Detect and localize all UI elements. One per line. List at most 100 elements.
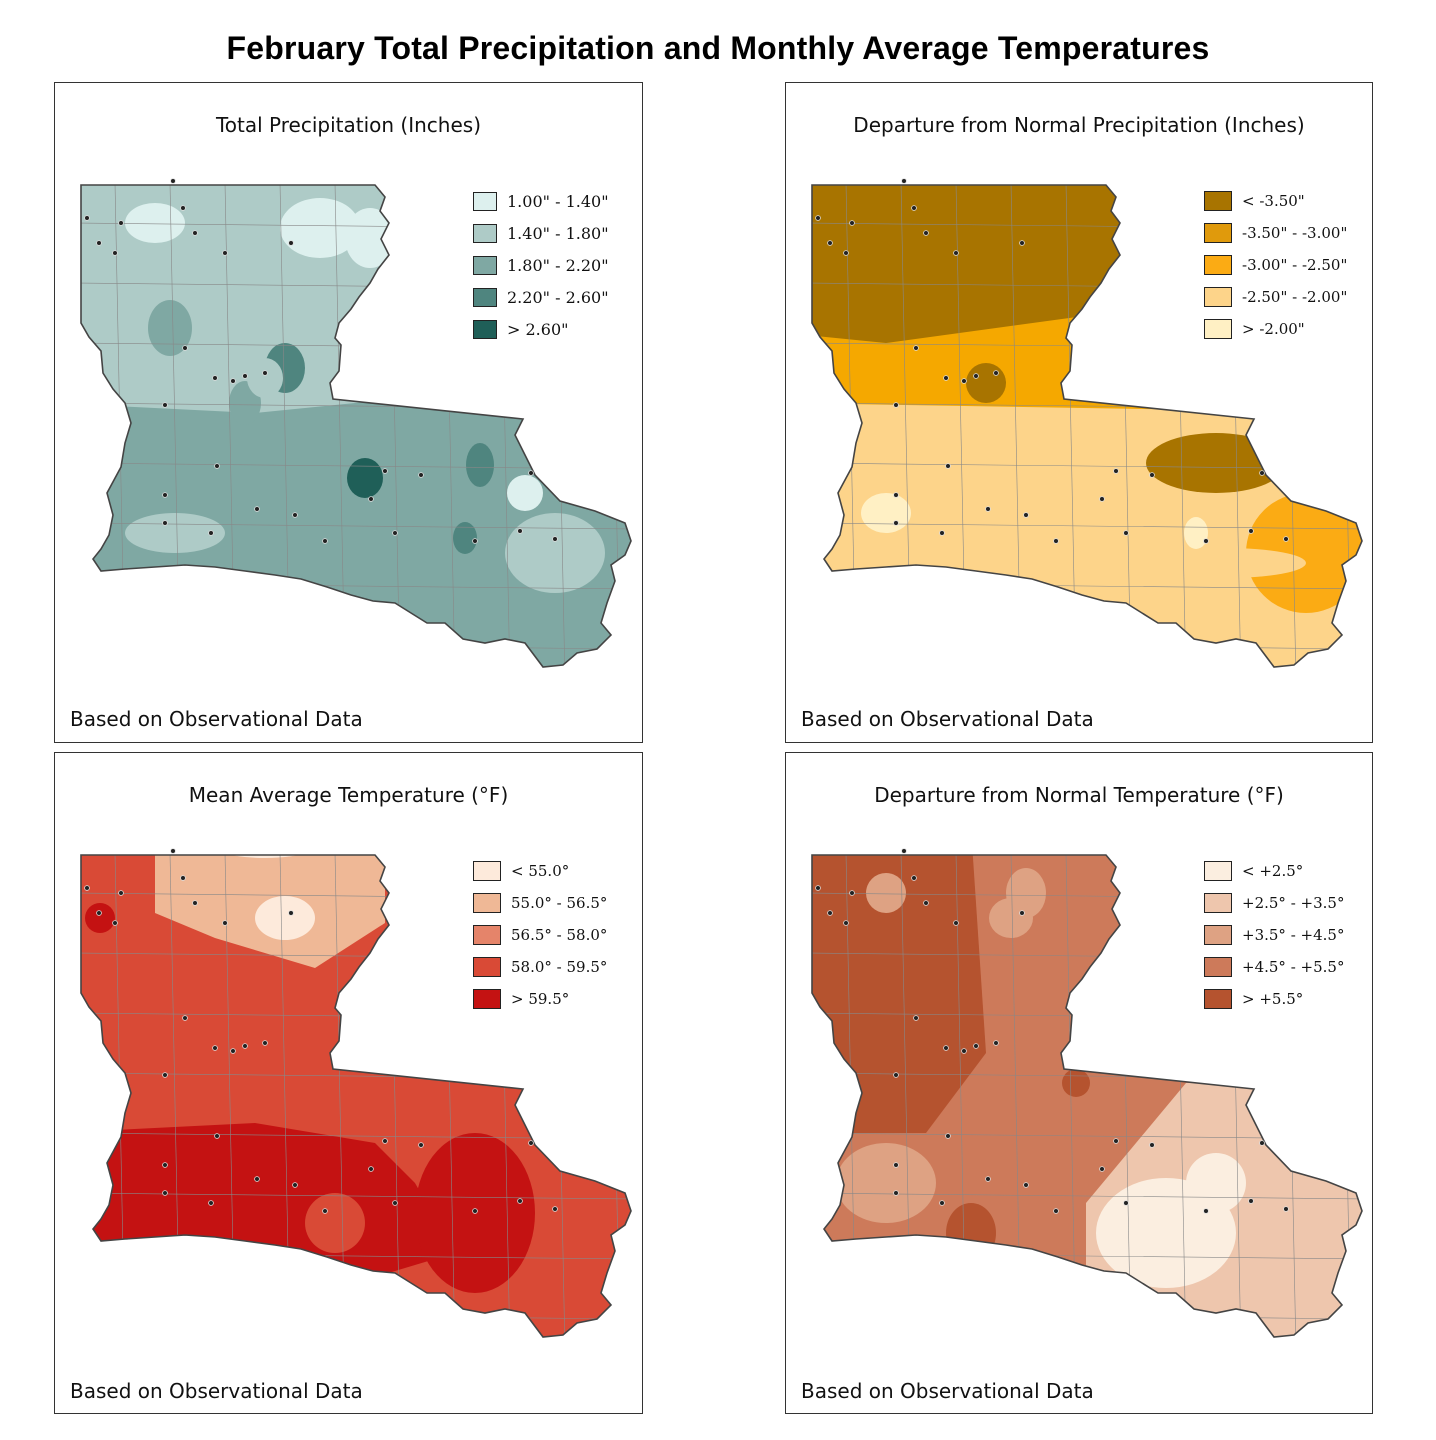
station-marker bbox=[1283, 1206, 1289, 1212]
contour-zone bbox=[125, 203, 185, 243]
contour-zone bbox=[255, 896, 315, 940]
panel-title: Mean Average Temperature (°F) bbox=[188, 783, 509, 807]
station-marker bbox=[1023, 1182, 1029, 1188]
station-marker bbox=[893, 402, 899, 408]
legend-label: 56.5° - 58.0° bbox=[511, 926, 608, 944]
station-marker bbox=[382, 468, 388, 474]
station-marker bbox=[528, 470, 534, 476]
station-marker bbox=[214, 463, 220, 469]
station-marker bbox=[973, 373, 979, 379]
station-marker bbox=[893, 1190, 899, 1196]
station-marker bbox=[322, 538, 328, 544]
station-marker bbox=[112, 250, 118, 256]
contour-zone bbox=[1186, 1153, 1246, 1213]
legend-item: > 59.5° bbox=[473, 983, 607, 1015]
legend-swatch bbox=[1204, 287, 1232, 307]
panel-mean-temperature: Mean Average Temperature (°F) < 55.0° 55… bbox=[54, 752, 643, 1414]
panel-footer: Based on Observational Data bbox=[801, 707, 1094, 731]
station-marker bbox=[953, 250, 959, 256]
legend-label: > +5.5° bbox=[1242, 990, 1304, 1008]
station-marker bbox=[985, 1176, 991, 1182]
station-marker bbox=[961, 1048, 967, 1054]
station-marker bbox=[1123, 530, 1129, 536]
legend-label: < 55.0° bbox=[511, 862, 570, 880]
station-marker bbox=[288, 240, 294, 246]
station-marker bbox=[911, 875, 917, 881]
legend-label: 58.0° - 59.5° bbox=[511, 958, 608, 976]
legend-item: < +2.5° bbox=[1204, 855, 1344, 887]
station-marker bbox=[1023, 512, 1029, 518]
station-marker bbox=[288, 910, 294, 916]
legend-swatch bbox=[473, 223, 497, 243]
panel-footer: Based on Observational Data bbox=[70, 1379, 363, 1403]
legend-swatch bbox=[473, 319, 497, 339]
station-marker bbox=[993, 370, 999, 376]
legend-swatch bbox=[1204, 893, 1232, 913]
parish-boundary bbox=[81, 1192, 631, 1200]
louisiana-precipitation-departure-map bbox=[811, 178, 1363, 668]
legend-item: -3.50" - -3.00" bbox=[1204, 217, 1347, 249]
contour-zone bbox=[1146, 548, 1306, 578]
station-marker bbox=[1248, 528, 1254, 534]
louisiana-precipitation-map bbox=[80, 178, 632, 668]
station-marker bbox=[242, 373, 248, 379]
station-marker bbox=[162, 492, 168, 498]
station-marker bbox=[230, 378, 236, 384]
station-marker bbox=[945, 463, 951, 469]
parish-boundary bbox=[812, 522, 1362, 530]
legend-label: 1.80" - 2.20" bbox=[507, 255, 609, 275]
legend-item: +4.5° - +5.5° bbox=[1204, 951, 1344, 983]
legend-item: +3.5° - +4.5° bbox=[1204, 919, 1344, 951]
station-marker bbox=[893, 1072, 899, 1078]
station-marker bbox=[292, 1182, 298, 1188]
legend-swatch bbox=[1204, 925, 1232, 945]
contour-zone bbox=[1146, 433, 1286, 493]
station-marker bbox=[392, 1200, 398, 1206]
station-marker bbox=[943, 375, 949, 381]
station-marker bbox=[1113, 468, 1119, 474]
station-marker bbox=[162, 1162, 168, 1168]
station-marker bbox=[827, 910, 833, 916]
legend-swatch bbox=[1204, 319, 1232, 339]
legend-swatch bbox=[1204, 989, 1232, 1009]
station-marker bbox=[162, 1190, 168, 1196]
legend-label: -3.50" - -3.00" bbox=[1242, 224, 1348, 242]
station-marker bbox=[112, 920, 118, 926]
contour-zone bbox=[453, 522, 477, 554]
legend-label: 2.20" - 2.60" bbox=[507, 287, 609, 307]
legend-item: 1.00" - 1.40" bbox=[473, 185, 609, 217]
louisiana-temperature-departure-map bbox=[811, 848, 1363, 1338]
station-marker bbox=[911, 205, 917, 211]
state-outline bbox=[811, 854, 1363, 1338]
legend-swatch bbox=[473, 191, 497, 211]
contour-zone bbox=[866, 873, 906, 913]
legend-label: < -3.50" bbox=[1242, 192, 1305, 210]
station-marker bbox=[182, 345, 188, 351]
legend-item: 55.0° - 56.5° bbox=[473, 887, 607, 919]
contour-zone bbox=[1246, 493, 1362, 613]
station-marker bbox=[162, 402, 168, 408]
contour-zone bbox=[1184, 517, 1208, 549]
station-marker bbox=[1053, 538, 1059, 544]
legend-swatch bbox=[473, 989, 501, 1009]
station-marker bbox=[1149, 472, 1155, 478]
contour-zone bbox=[280, 198, 360, 258]
station-marker bbox=[1149, 1142, 1155, 1148]
station-marker bbox=[893, 492, 899, 498]
station-marker bbox=[1099, 496, 1105, 502]
station-marker bbox=[382, 1138, 388, 1144]
station-marker bbox=[517, 1198, 523, 1204]
contour-zone bbox=[466, 443, 494, 487]
contour-zone bbox=[966, 363, 1006, 403]
station-marker bbox=[901, 178, 907, 184]
legend: < -3.50" -3.50" - -3.00" -3.00" - -2.50"… bbox=[1204, 185, 1347, 345]
contour-zone bbox=[345, 208, 395, 268]
station-marker bbox=[953, 920, 959, 926]
station-marker bbox=[1248, 1198, 1254, 1204]
parish-boundary bbox=[81, 522, 631, 530]
station-marker bbox=[528, 1140, 534, 1146]
station-marker bbox=[368, 496, 374, 502]
station-marker bbox=[254, 506, 260, 512]
station-marker bbox=[180, 875, 186, 881]
legend-swatch bbox=[1204, 861, 1232, 881]
